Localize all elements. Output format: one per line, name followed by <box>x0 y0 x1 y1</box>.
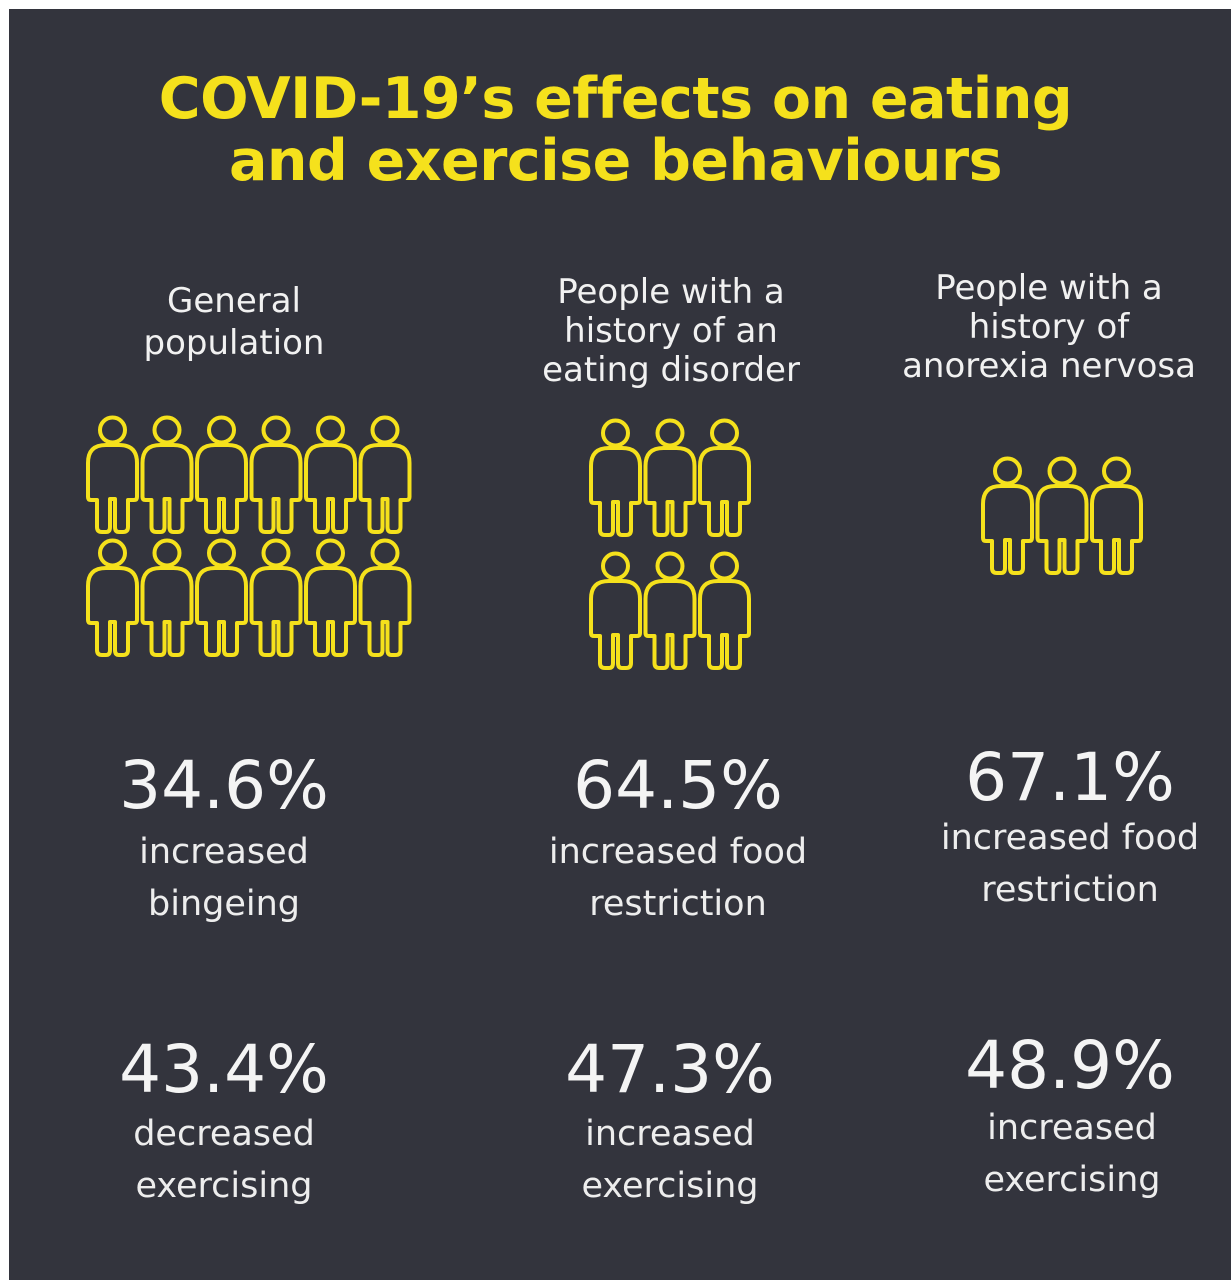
person-outline-icon <box>195 538 248 657</box>
page-title: COVID-19’s effects on eating and exercis… <box>0 68 1231 192</box>
stat-desc-decreased-exercising: decreased exercising <box>133 1114 315 1206</box>
group-label-eating-disorder-history: People with a history of an eating disor… <box>542 272 800 390</box>
person-outline-icon <box>304 415 357 534</box>
person-outline-icon <box>249 538 303 657</box>
person-outline-icon <box>249 415 303 534</box>
person-outline-icon <box>86 538 139 657</box>
person-outline-icon <box>195 415 248 534</box>
person-outline-icon <box>304 538 357 657</box>
stat-desc-exercising-an: increased exercising <box>983 1108 1161 1200</box>
title-line-2: and exercise behaviours <box>228 128 1003 194</box>
stat-value-exercising-ed: 47.3% <box>565 1031 775 1108</box>
person-outline-icon <box>1035 456 1089 575</box>
person-outline-icon <box>86 415 139 534</box>
people-icon-grid-anorexia-nervosa-history <box>981 456 1143 575</box>
stat-desc-food-restriction-an: increased food restriction <box>940 818 1200 910</box>
person-outline-icon <box>358 538 412 657</box>
group-label-general-population: General population <box>143 281 325 363</box>
title-line-1: COVID-19’s effects on eating <box>158 66 1073 132</box>
stat-value-food-restriction-an: 67.1% <box>965 739 1175 816</box>
person-outline-icon <box>140 538 194 657</box>
people-icon-grid-general-population <box>86 415 412 657</box>
person-outline-icon <box>1090 456 1143 575</box>
people-icon-grid-eating-disorder-history <box>589 418 751 670</box>
stat-desc-bingeing: increased bingeing <box>139 832 309 924</box>
person-outline-icon <box>589 551 642 670</box>
stat-desc-exercising-ed: increased exercising <box>581 1114 759 1206</box>
person-outline-icon <box>698 551 751 670</box>
person-outline-icon <box>698 418 751 537</box>
person-outline-icon <box>643 551 697 670</box>
stat-value-exercising-an: 48.9% <box>965 1027 1175 1104</box>
group-label-anorexia-nervosa-history: People with a history of anorexia nervos… <box>902 268 1196 386</box>
person-outline-icon <box>643 418 697 537</box>
person-outline-icon <box>589 418 642 537</box>
stat-desc-food-restriction-ed: increased food restriction <box>548 832 808 924</box>
person-outline-icon <box>140 415 194 534</box>
person-outline-icon <box>981 456 1034 575</box>
stat-value-bingeing: 34.6% <box>119 747 329 824</box>
stat-value-food-restriction-ed: 64.5% <box>573 747 783 824</box>
stat-value-decreased-exercising: 43.4% <box>119 1031 329 1108</box>
person-outline-icon <box>358 415 412 534</box>
